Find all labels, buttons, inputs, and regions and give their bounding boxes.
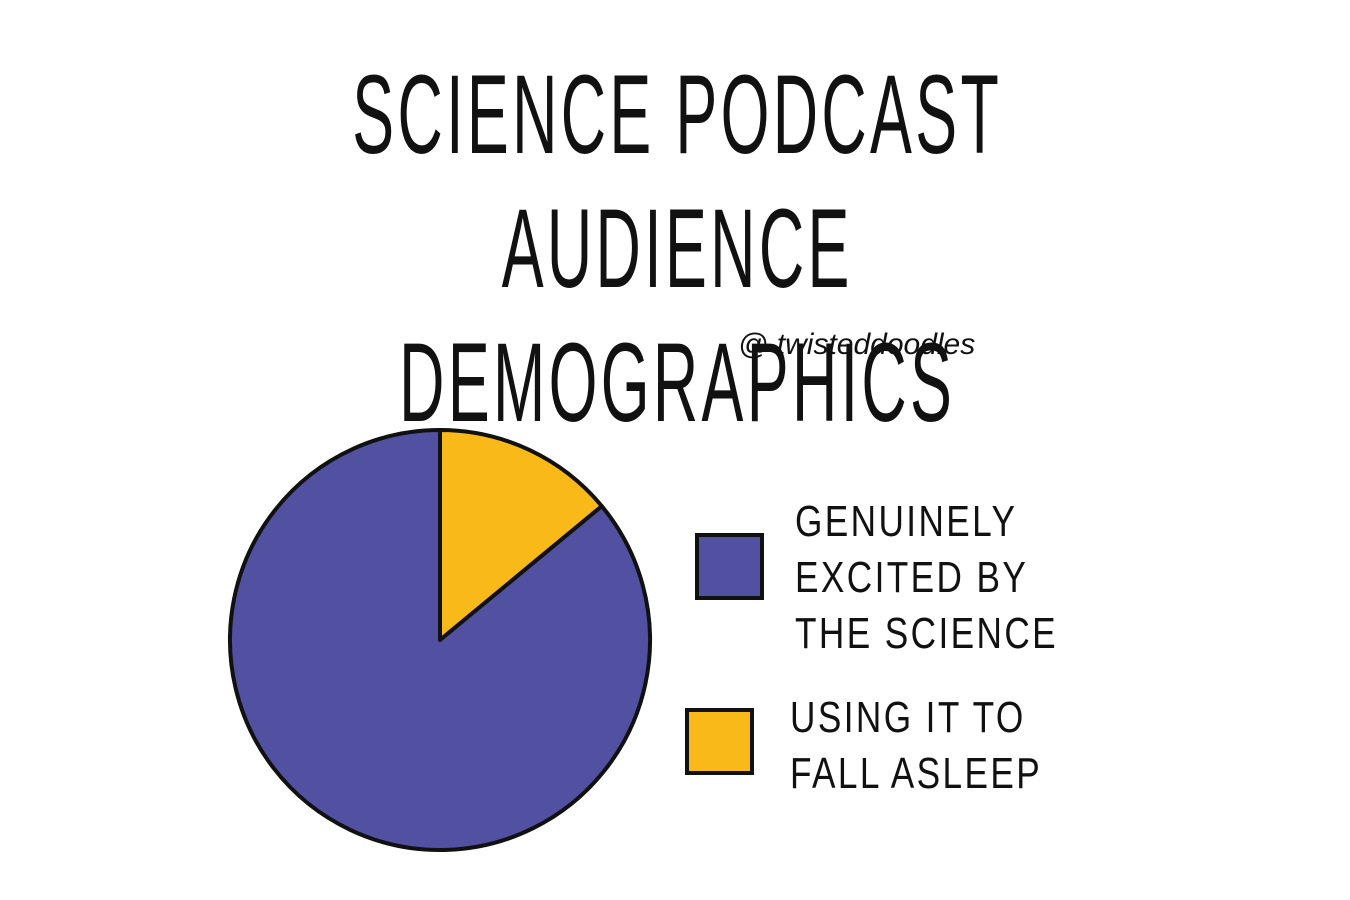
pie-slice — [438, 428, 604, 642]
chart-subtitle: @ twisteddoodles — [738, 328, 976, 361]
pie-slice — [228, 428, 652, 852]
legend-swatch — [685, 708, 754, 775]
legend-label: USING IT TO FALL ASLEEP — [790, 693, 1043, 798]
legend-label: GENUINELY EXCITED BY THE SCIENCE — [795, 497, 1059, 658]
legend-swatch — [695, 533, 764, 600]
chart-title: SCIENCE PODCAST AUDIENCE DEMOGRAPHICS — [352, 52, 1003, 445]
